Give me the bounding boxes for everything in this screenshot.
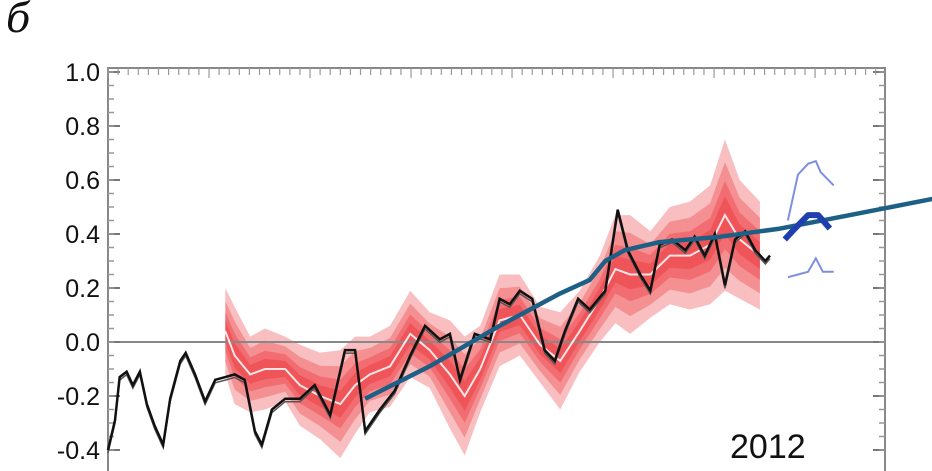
panel-label: б — [6, 0, 31, 42]
year-annotation: 2012 — [730, 428, 806, 466]
y-tick-label: 0.4 — [65, 221, 100, 249]
trend-line — [364, 196, 932, 401]
y-tick-label: -0.2 — [57, 383, 100, 411]
y-tick-label: 1.0 — [65, 59, 100, 87]
forecast-lower-line — [787, 256, 834, 279]
reconstruction-band — [225, 139, 760, 459]
series-lines — [106, 159, 932, 454]
y-tick-label: 0.2 — [65, 275, 100, 303]
forecast-line — [782, 212, 833, 242]
y-tick-label: 0.6 — [65, 167, 100, 195]
y-tick-label: 0.0 — [65, 329, 100, 357]
plot-frame — [107, 67, 886, 471]
y-tick-label: 0.8 — [65, 113, 100, 141]
trend-group — [364, 196, 932, 401]
y-tick-label: -0.4 — [57, 437, 100, 465]
forecast-upper-line — [786, 159, 835, 221]
observed-line-alt — [107, 212, 771, 454]
axes: 1.0 0.8 0.6 0.4 0.2 0.0 -0.2 -0.4 — [57, 59, 886, 471]
reconstruction-mean-line — [224, 213, 761, 406]
reconstruction-band-layer — [225, 181, 760, 429]
